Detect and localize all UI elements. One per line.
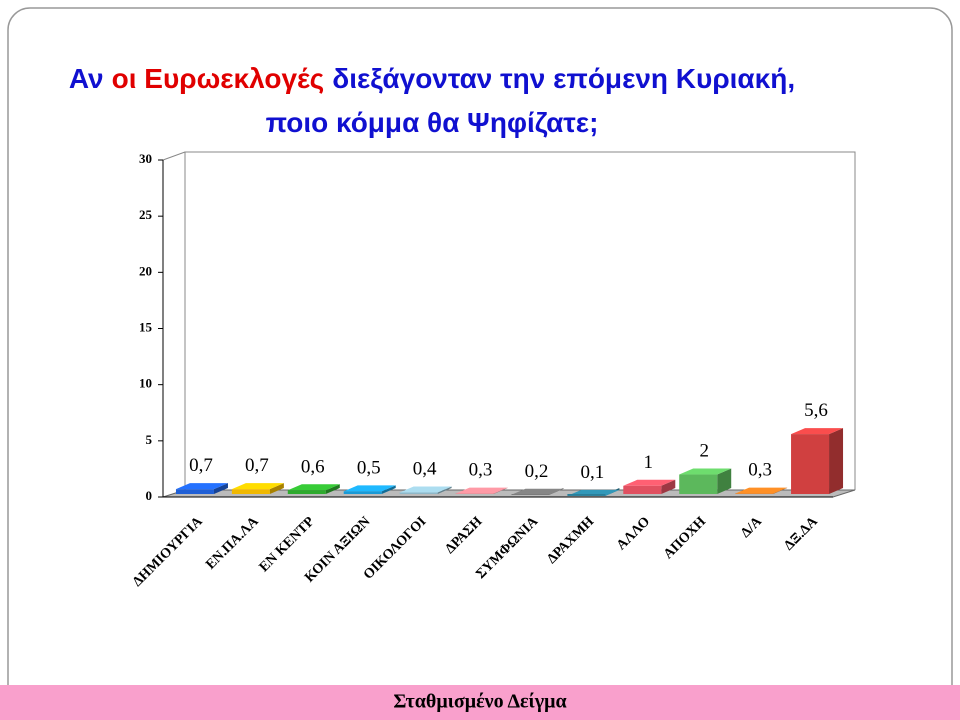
title-part: διεξάγονταν την επόμενη Κυριακή, — [332, 63, 795, 94]
value-label: 0,3 — [469, 460, 493, 481]
bar-side — [661, 479, 676, 494]
bar — [399, 486, 452, 494]
title-line: ποιο κόμμα θα Ψηφίζατε; — [266, 107, 599, 138]
bar-top — [455, 487, 508, 494]
bar — [791, 428, 844, 494]
value-label: 1 — [644, 452, 654, 473]
footer-text: Σταθμισμένο Δείγμα — [393, 691, 566, 713]
bar-front — [287, 490, 326, 494]
y-tick-label: 0 — [146, 488, 153, 503]
bar-front — [679, 474, 718, 494]
back-wall — [184, 151, 856, 490]
bar-top — [287, 484, 340, 491]
y-tick-label: 10 — [139, 376, 152, 391]
footer-bar — [0, 685, 960, 720]
bar — [231, 483, 284, 494]
bar-front — [511, 494, 550, 495]
value-label: 0,7 — [189, 455, 213, 476]
bar-side — [437, 486, 452, 494]
bar-front — [791, 434, 830, 494]
title-part: Αν — [69, 63, 104, 94]
bar-side — [773, 487, 788, 494]
value-label: 0,6 — [301, 456, 325, 477]
bar-front — [231, 489, 270, 494]
bar — [455, 487, 508, 494]
bar — [175, 483, 228, 494]
title-line: Αν οι Ευρωεκλογές διεξάγονταν την επόμενη … — [69, 63, 795, 94]
plot-bg — [163, 152, 855, 497]
bar — [343, 485, 396, 494]
bar-side — [213, 483, 228, 494]
bar-side — [381, 485, 396, 494]
bar-top — [679, 468, 732, 475]
bar — [679, 468, 732, 494]
bar — [287, 484, 340, 494]
bar-top — [735, 487, 788, 494]
value-label: 0,3 — [748, 460, 772, 481]
y-tick-label: 30 — [139, 151, 152, 166]
bar-top — [791, 428, 844, 435]
bar-front — [399, 492, 438, 494]
value-label: 0,7 — [245, 455, 269, 476]
bar — [623, 479, 676, 494]
bar-side — [269, 483, 284, 494]
value-label: 0,4 — [413, 459, 437, 480]
value-label: 0,5 — [357, 457, 381, 478]
bar-top — [511, 488, 564, 495]
title-part: οι Ευρωεκλογές — [112, 63, 325, 94]
bar-front — [567, 494, 606, 496]
value-label: 0,2 — [525, 461, 549, 482]
bar-front — [623, 485, 662, 494]
bar-side — [717, 468, 732, 494]
bar-top — [623, 479, 676, 486]
y-tick-label: 25 — [139, 207, 153, 222]
bar — [567, 488, 620, 496]
bar-top — [343, 485, 396, 492]
value-label: 5,6 — [804, 400, 828, 421]
y-tick-label: 5 — [146, 432, 153, 447]
bar — [735, 487, 788, 494]
title-part: ποιο κόμμα θα Ψηφίζατε; — [266, 107, 599, 138]
bar-side — [493, 487, 508, 494]
bar-side — [829, 428, 844, 494]
value-label: 2 — [699, 441, 709, 462]
bar-front — [343, 491, 382, 494]
bar — [511, 488, 564, 495]
bar-top — [175, 483, 228, 490]
bar-front — [175, 489, 214, 494]
wall-edge — [162, 151, 186, 161]
bar-top — [399, 486, 452, 493]
y-tick-label: 20 — [139, 263, 152, 278]
bar-side — [325, 484, 340, 494]
bar-top — [231, 483, 284, 490]
value-label: 0,1 — [581, 462, 605, 483]
y-tick-label: 15 — [139, 319, 153, 334]
